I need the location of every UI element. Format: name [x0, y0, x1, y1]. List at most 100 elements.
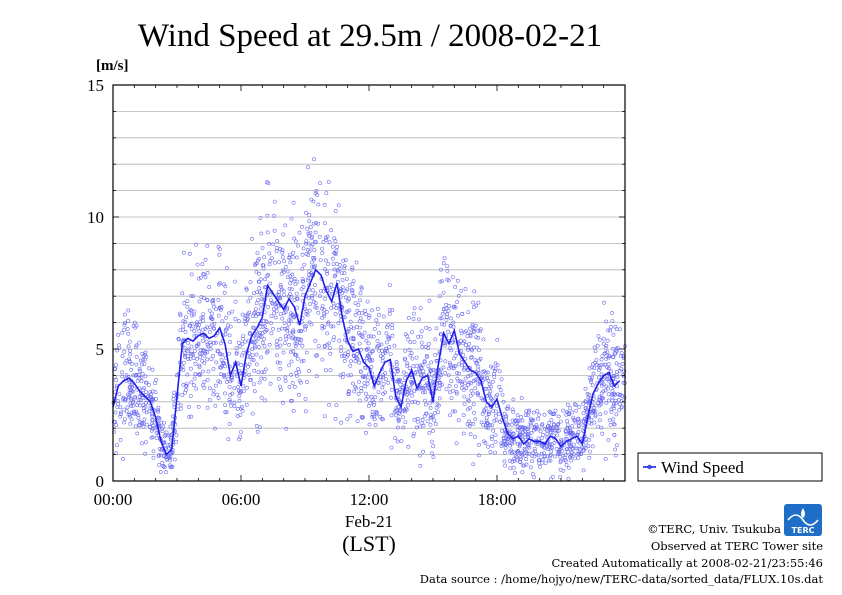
- scatter-point: [329, 306, 334, 311]
- scatter-point: [519, 415, 524, 420]
- scatter-point: [471, 300, 475, 305]
- scatter-point: [506, 404, 511, 409]
- scatter-point: [320, 304, 325, 309]
- scatter-point: [570, 410, 574, 415]
- scatter-point: [381, 392, 386, 396]
- scatter-point: [384, 340, 389, 345]
- scatter-point: [316, 310, 321, 315]
- scatter-point: [310, 264, 314, 269]
- scatter-point: [517, 418, 522, 423]
- scatter-point: [473, 434, 478, 439]
- scatter-point: [456, 293, 461, 298]
- scatter-point: [300, 252, 305, 257]
- scatter-point: [617, 393, 622, 398]
- scatter-point: [222, 361, 226, 366]
- scatter-point: [390, 326, 395, 331]
- scatter-point: [594, 358, 599, 363]
- scatter-point: [372, 417, 377, 422]
- scatter-point: [598, 418, 602, 423]
- scatter-point: [164, 457, 169, 462]
- scatter-point: [490, 443, 495, 448]
- scatter-point: [592, 366, 597, 371]
- scatter-point: [289, 359, 294, 364]
- scatter-point: [189, 344, 194, 349]
- scatter-point: [471, 328, 476, 333]
- scatter-point: [203, 327, 208, 331]
- scatter-point: [433, 411, 437, 415]
- scatter-point: [518, 433, 523, 438]
- scatter-point: [307, 269, 312, 274]
- scatter-point: [289, 311, 293, 316]
- scatter-point: [142, 357, 147, 362]
- scatter-point: [419, 329, 424, 334]
- scatter-point: [329, 228, 334, 233]
- scatter-point: [547, 409, 552, 414]
- scatter-point: [365, 378, 370, 382]
- scatter-point: [114, 423, 119, 427]
- scatter-point: [241, 350, 246, 355]
- scatter-point: [138, 397, 143, 402]
- scatter-point: [156, 408, 161, 413]
- scatter-point: [485, 375, 490, 380]
- scatter-point: [445, 268, 450, 273]
- scatter-point: [449, 316, 453, 321]
- scatter-point: [406, 402, 411, 407]
- scatter-point: [502, 411, 507, 416]
- scatter-point: [387, 283, 392, 288]
- scatter-point: [228, 379, 233, 384]
- scatter-point: [475, 391, 480, 395]
- scatter-point: [307, 320, 312, 325]
- scatter-point: [471, 402, 476, 407]
- scatter-point: [609, 325, 614, 329]
- scatter-point: [568, 428, 573, 433]
- scatter-point: [548, 458, 553, 463]
- scatter-point: [198, 348, 203, 352]
- scatter-point: [322, 221, 327, 226]
- scatter-point: [587, 420, 592, 425]
- scatter-point: [186, 349, 191, 354]
- scatter-point: [294, 291, 299, 296]
- scatter-point: [207, 397, 212, 402]
- scatter-point: [461, 413, 466, 418]
- scatter-point: [174, 439, 179, 444]
- scatter-point: [214, 307, 218, 312]
- scatter-point: [189, 414, 194, 419]
- scatter-point: [516, 451, 521, 456]
- scatter-point: [227, 385, 232, 390]
- scatter-point: [411, 434, 416, 439]
- scatter-point: [258, 334, 262, 339]
- scatter-point: [150, 413, 155, 418]
- scatter-point: [260, 331, 265, 335]
- scatter-point: [254, 301, 259, 306]
- scatter-point: [248, 355, 253, 360]
- scatter-point: [449, 348, 454, 353]
- scatter-point: [380, 385, 385, 390]
- scatter-point: [334, 403, 339, 408]
- scatter-point: [554, 426, 559, 431]
- scatter-point: [304, 380, 309, 384]
- scatter-point: [565, 447, 570, 451]
- scatter-point: [439, 316, 444, 321]
- scatter-point: [230, 375, 235, 380]
- scatter-point: [140, 371, 145, 376]
- scatter-point: [184, 315, 188, 320]
- scatter-point: [244, 287, 249, 292]
- scatter-point: [157, 463, 162, 467]
- scatter-point: [590, 375, 594, 380]
- scatter-point: [289, 398, 294, 403]
- scatter-point: [412, 417, 417, 422]
- scatter-point: [272, 260, 277, 265]
- scatter-point: [358, 369, 363, 374]
- scatter-point: [609, 369, 614, 374]
- scatter-point: [451, 324, 456, 329]
- scatter-point: [300, 277, 305, 281]
- scatter-point: [372, 326, 377, 331]
- terc-logo-drop: [801, 508, 805, 518]
- scatter-point: [558, 475, 563, 480]
- scatter-point: [363, 365, 368, 370]
- scatter-point: [438, 371, 443, 376]
- scatter-point: [412, 340, 417, 344]
- scatter-point: [607, 418, 612, 423]
- scatter-point: [371, 403, 376, 407]
- scatter-point: [415, 416, 420, 421]
